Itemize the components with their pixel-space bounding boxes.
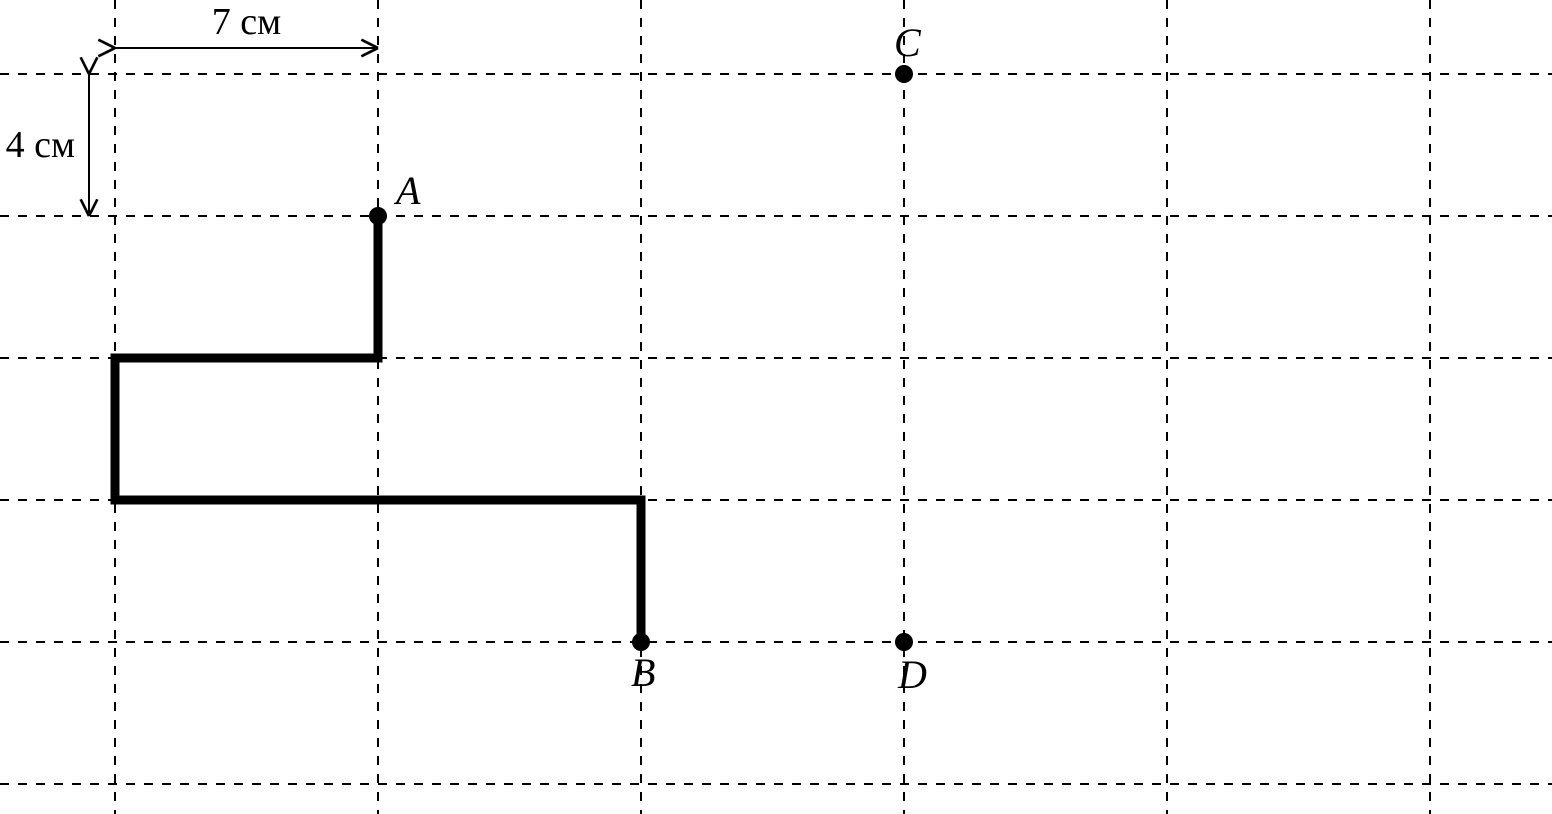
point-a xyxy=(369,207,387,225)
point-b xyxy=(632,633,650,651)
background xyxy=(0,0,1552,814)
point-label-a: A xyxy=(393,168,421,213)
point-d xyxy=(895,633,913,651)
point-label-b: B xyxy=(631,650,655,695)
point-label-d: D xyxy=(897,652,927,697)
dimension-top-label: 7 см xyxy=(212,1,281,43)
point-label-c: C xyxy=(894,20,922,65)
point-c xyxy=(895,65,913,83)
dimension-left-label: 4 см xyxy=(6,124,75,166)
